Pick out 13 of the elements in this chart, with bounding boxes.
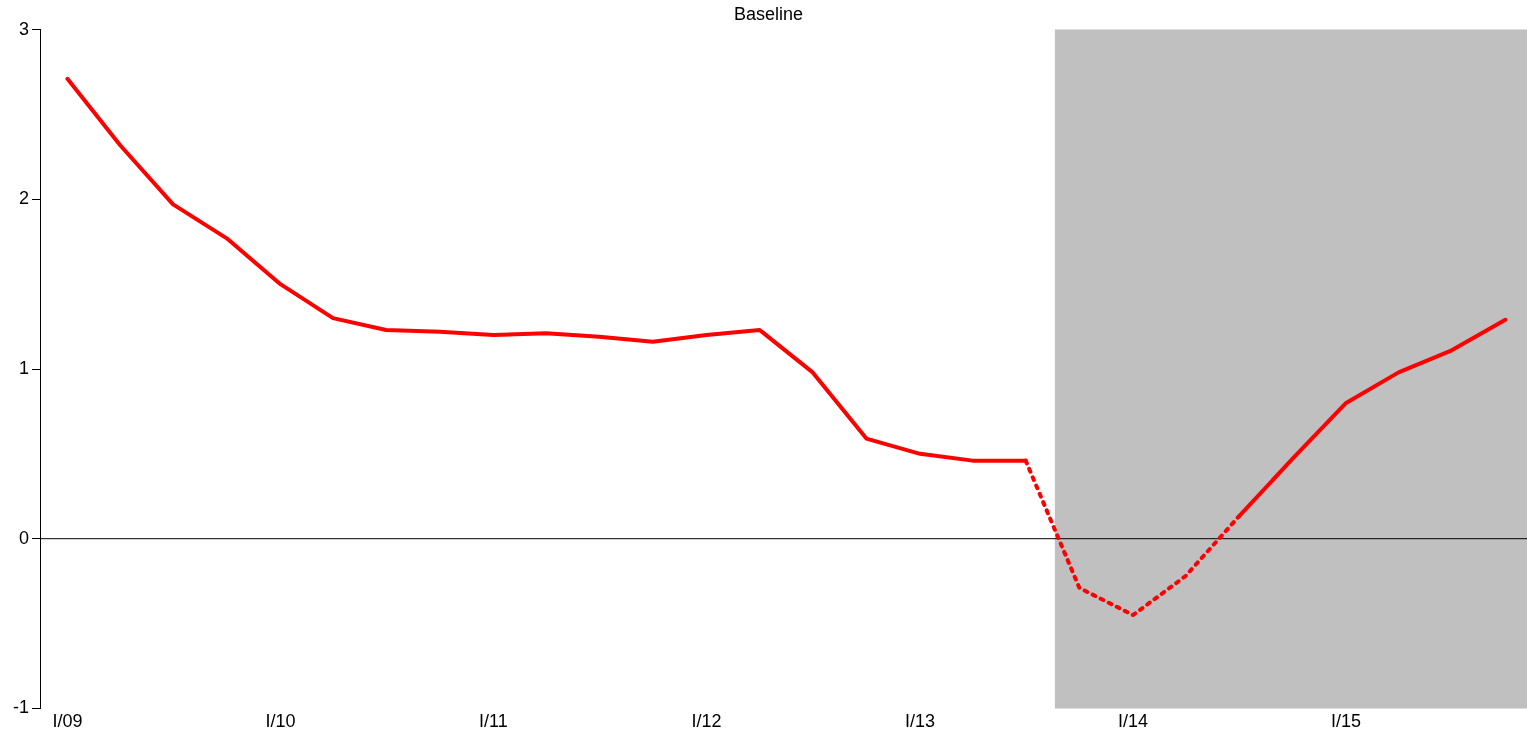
x-tick-label: I/09 xyxy=(52,711,83,732)
y-tick-label: 1 xyxy=(18,357,29,378)
chart-title: Baseline xyxy=(733,3,804,24)
y-tick-label: -1 xyxy=(12,697,29,718)
x-tick-label: I/15 xyxy=(1331,711,1362,732)
x-tick-label: I/14 xyxy=(1118,711,1149,732)
y-tick-label: 0 xyxy=(18,527,29,548)
y-tick-label: 2 xyxy=(18,188,29,209)
x-tick-label: I/11 xyxy=(479,711,508,732)
x-tick-label: I/10 xyxy=(265,711,296,732)
x-tick-label: I/12 xyxy=(691,711,722,732)
x-tick-label: I/13 xyxy=(905,711,936,732)
y-tick-label: 3 xyxy=(18,18,29,39)
